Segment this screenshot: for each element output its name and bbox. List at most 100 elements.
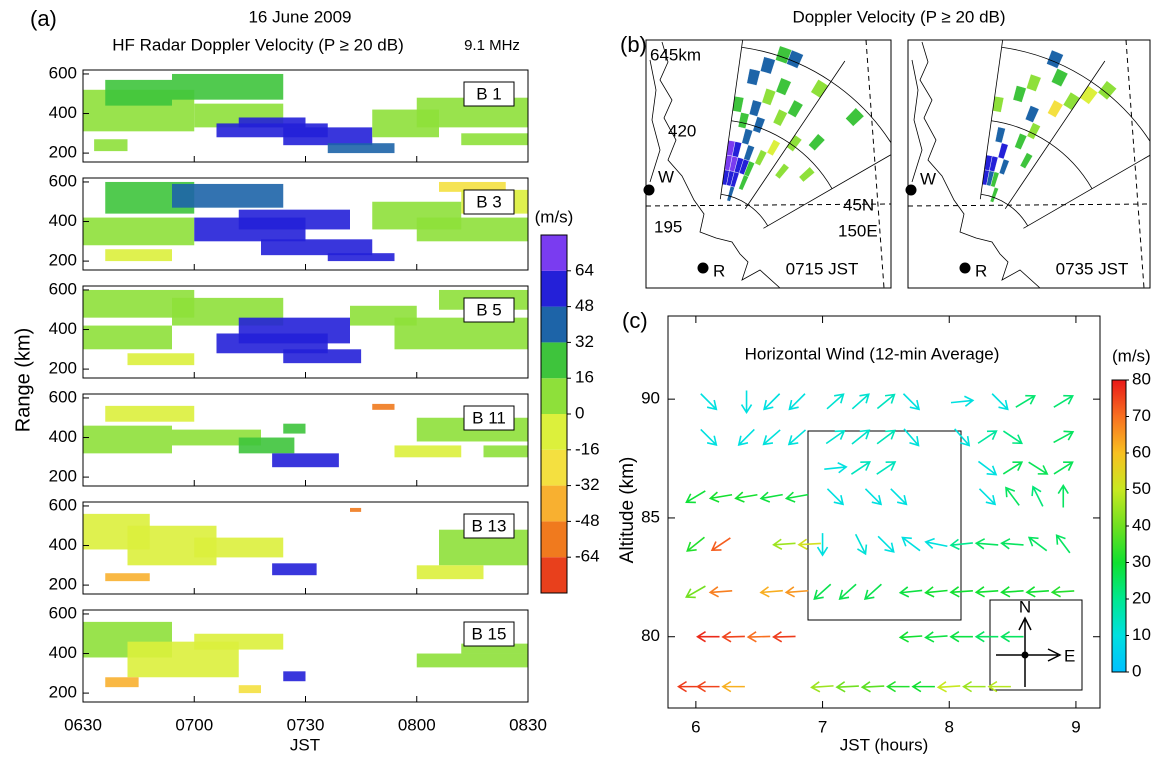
beam-label: B 5: [476, 300, 502, 319]
y-tick-label: 200: [49, 683, 77, 702]
echo-cell: [394, 445, 462, 458]
wind-arrow: [1015, 394, 1036, 408]
longitude-line: [1125, 40, 1145, 288]
panel-label: (a): [30, 6, 57, 31]
wind-arrow: [759, 491, 783, 503]
wind-arrow: [950, 395, 975, 407]
y-tick-label: 600: [49, 495, 77, 514]
echo-cell: [272, 563, 317, 576]
site-marker: [959, 262, 971, 274]
wind-arrow: [974, 586, 999, 598]
beam-label: B 13: [472, 516, 507, 535]
velocity-cell: [754, 149, 768, 167]
wind-arrow: [974, 538, 999, 550]
echo-cell: [194, 537, 284, 558]
velocity-cell: [1014, 132, 1028, 150]
y-tick-label: 600: [49, 171, 77, 190]
compass-box: [989, 599, 1083, 691]
wind-arrow: [1053, 394, 1074, 408]
echo-cell: [283, 349, 362, 364]
x-tick-label: 0730: [287, 715, 325, 734]
velocity-cell: [732, 96, 745, 113]
wind-arrow: [825, 429, 846, 445]
wind-arrow: [1025, 586, 1049, 598]
velocity-cell: [998, 158, 1010, 176]
x-tick-label: 7: [818, 717, 827, 736]
site-marker: [643, 184, 655, 196]
colorbar-tick-label: -32: [575, 475, 600, 494]
echo-cell: [283, 127, 373, 146]
echo-cell: [105, 677, 139, 688]
velocity-cell: [997, 142, 1009, 160]
x-tick-label: 0830: [509, 715, 547, 734]
echo-cell: [238, 117, 306, 128]
latitude-label: 45N: [843, 195, 874, 214]
wind-arrow: [877, 535, 895, 553]
coastline: [919, 41, 1041, 288]
compass-east: E: [1064, 646, 1075, 665]
map-frame: [907, 39, 1151, 289]
velocity-cell: [760, 56, 776, 75]
wind-arrow: [824, 462, 848, 474]
velocity-cell: [766, 139, 781, 157]
wind-arrow: [686, 536, 705, 552]
site-marker: [697, 262, 709, 274]
y-tick-label: 90: [641, 389, 660, 408]
x-tick-label: 6: [691, 717, 700, 736]
wind-arrow: [696, 680, 720, 693]
compass-center: [1021, 651, 1029, 659]
echo-cell: [238, 209, 350, 230]
beam-edge: [719, 40, 744, 200]
wind-arrow: [860, 681, 885, 693]
echo-cell: [483, 445, 528, 458]
colorbar-label: (m/s): [535, 207, 574, 226]
y-tick-label: 400: [49, 211, 77, 230]
range-ring-label: 645km: [650, 45, 701, 64]
beam-label-box: [463, 189, 515, 215]
range-ring: [980, 193, 1029, 227]
site-label: R: [975, 261, 987, 280]
wind-arrow: [721, 631, 745, 643]
wind-arrow: [826, 393, 845, 410]
range-ring-label: 420: [668, 121, 696, 140]
echo-cell: [261, 239, 373, 256]
y-tick-label: 85: [641, 507, 660, 526]
colorbar-bin: [541, 449, 567, 486]
beam-label-box: [463, 297, 515, 323]
y-axis-label: Range (km): [12, 328, 34, 432]
y-tick-label: 400: [49, 103, 77, 122]
colorbar-tick-label: 20: [1132, 588, 1151, 607]
wind-arrow: [991, 393, 1009, 411]
colorbar-tick-label: 64: [575, 260, 594, 279]
beam-label-box: [463, 621, 515, 647]
velocity-cell: [1024, 105, 1040, 123]
wind-arrow: [1031, 485, 1044, 507]
wind-arrow: [788, 393, 806, 411]
wind-arrow: [898, 586, 923, 598]
y-tick-label: 600: [49, 279, 77, 298]
beam-edge: [763, 154, 891, 229]
wind-arrow: [890, 488, 908, 506]
x-tick-label: 0630: [64, 715, 102, 734]
echo-cell: [439, 181, 506, 192]
wind-arrow: [1053, 461, 1074, 475]
compass-north: N: [1019, 597, 1031, 616]
y-tick-label: 200: [49, 359, 77, 378]
wind-arrow: [902, 393, 921, 411]
colorbar-tick-label: 32: [575, 332, 594, 351]
echo-cell: [416, 565, 484, 580]
wind-arrow: [876, 461, 897, 475]
echo-cell: [416, 217, 528, 242]
chart-subtitle: HF Radar Doppler Velocity (P ≥ 20 dB): [112, 35, 404, 54]
colorbar-tick-label: 60: [1132, 442, 1151, 461]
colorbar-label: (m/s): [1112, 346, 1151, 365]
wind-arrow: [864, 488, 883, 506]
beam-label-box: [463, 405, 515, 431]
echo-cell: [350, 507, 362, 512]
wind-arrow: [700, 393, 718, 411]
panel-label: (b): [620, 32, 647, 57]
wind-arrow: [977, 430, 998, 444]
wind-arrow: [851, 429, 871, 445]
colorbar-tick-label: 16: [575, 368, 594, 387]
x-tick-label: 9: [1071, 717, 1080, 736]
